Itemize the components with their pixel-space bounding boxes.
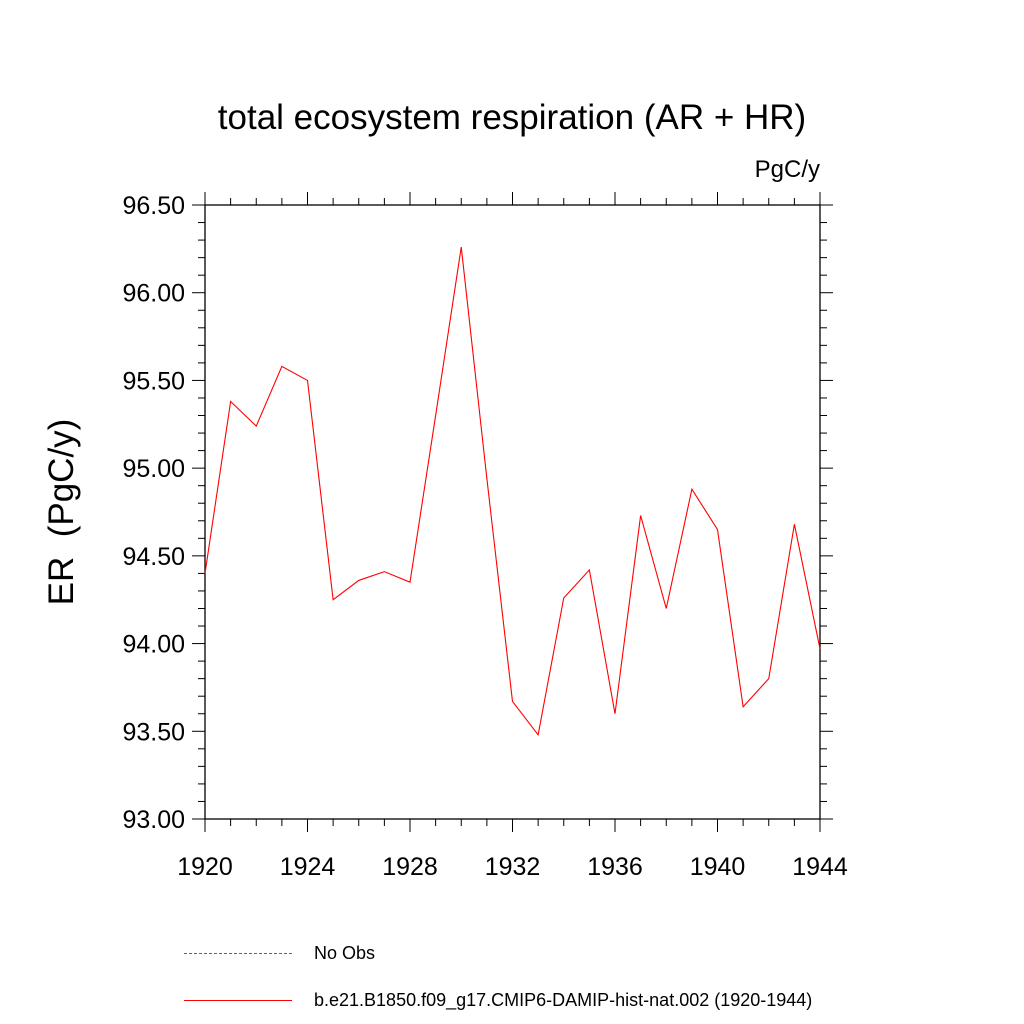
x-tick-label: 1928 xyxy=(382,853,438,881)
y-tick-label: 96.00 xyxy=(122,280,185,308)
legend-swatch-dashed xyxy=(184,952,292,954)
y-tick-label: 96.50 xyxy=(122,192,185,220)
x-tick-label: 1932 xyxy=(485,853,541,881)
y-tick-label: 94.00 xyxy=(122,631,185,659)
y-tick-label: 93.50 xyxy=(122,718,185,746)
units-label: PgC/y xyxy=(754,156,820,183)
y-tick-label: 95.50 xyxy=(122,367,185,395)
chart-title: total ecosystem respiration (AR + HR) xyxy=(217,98,807,137)
x-tick-label: 1936 xyxy=(587,853,643,881)
legend-label: b.e21.B1850.f09_g17.CMIP6-DAMIP-hist-nat… xyxy=(314,989,813,1010)
x-tick-label: 1924 xyxy=(280,853,336,881)
y-tick-label: 94.50 xyxy=(122,543,185,571)
legend-swatch-solid xyxy=(184,999,292,1001)
x-tick-label: 1944 xyxy=(792,853,848,881)
x-tick-label: 1940 xyxy=(690,853,746,881)
series-line xyxy=(204,247,821,737)
y-tick-label: 95.00 xyxy=(122,455,185,483)
legend-item-no-obs: No Obs xyxy=(184,941,375,965)
plot-frame xyxy=(204,204,821,820)
legend-item-model-run: b.e21.B1850.f09_g17.CMIP6-DAMIP-hist-nat… xyxy=(184,988,812,1012)
y-tick-label: 93.00 xyxy=(122,806,185,834)
x-tick-label: 1920 xyxy=(177,853,233,881)
legend-label: No Obs xyxy=(314,942,376,963)
